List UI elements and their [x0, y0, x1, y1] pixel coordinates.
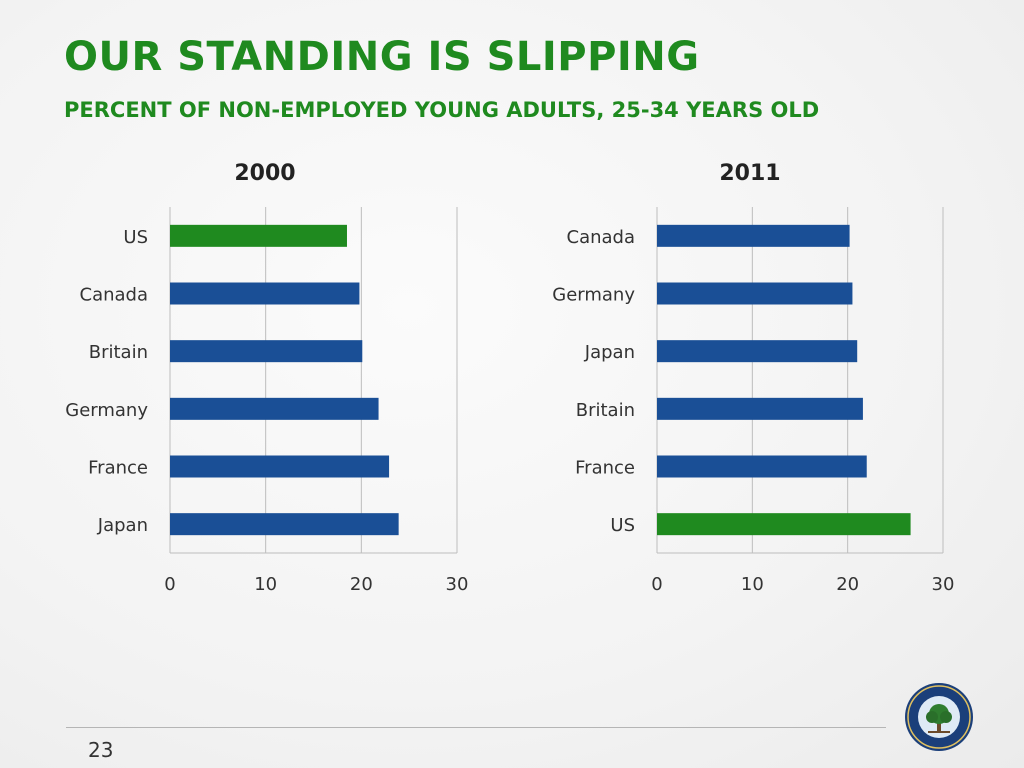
chart-2011-bar-canada [657, 224, 850, 247]
chart-2000-category-label: Germany [65, 400, 148, 421]
chart-2000-category-label: France [88, 458, 148, 479]
chart-2000-bar-germany [170, 397, 379, 420]
chart-2011-category-label: France [575, 458, 635, 479]
slide-subtitle: PERCENT OF NON-EMPLOYED YOUNG ADULTS, 25… [64, 98, 820, 122]
chart-2000-tick-label: 20 [350, 574, 373, 595]
chart-2011-tick-label: 20 [836, 574, 859, 595]
chart-2000-category-label: Canada [80, 285, 149, 306]
chart-2000-bar-us [170, 224, 347, 247]
chart-2000-category-label: Japan [97, 515, 148, 536]
chart-2000-tick-label: 30 [446, 574, 469, 595]
chart-2011-bar-japan [657, 340, 858, 363]
chart-2000-bar-canada [170, 282, 360, 305]
footer-divider [66, 727, 886, 728]
chart-2011-bar-us [657, 513, 911, 536]
department-of-education-seal-icon [904, 682, 974, 752]
chart-2011-category-label: US [610, 515, 635, 536]
chart-2011-category-label: Canada [567, 227, 636, 248]
chart-2011-category-label: Germany [552, 285, 635, 306]
slide-title: OUR STANDING IS SLIPPING [64, 34, 700, 80]
chart-2011-bar-britain [657, 397, 863, 420]
chart-2011-tick-label: 10 [741, 574, 764, 595]
chart-2000-bar-japan [170, 513, 399, 536]
chart-2000-bar-britain [170, 340, 363, 363]
chart-2000-tick-label: 10 [254, 574, 277, 595]
chart-2011-tick-label: 30 [932, 574, 955, 595]
chart-2000-bar-france [170, 455, 390, 478]
chart-2011-title: 2011 [719, 161, 780, 186]
chart-2011-bar-germany [657, 282, 853, 305]
chart-2000-category-label: Britain [89, 342, 148, 363]
chart-2000-tick-label: 0 [164, 574, 175, 595]
chart-2011-bar-france [657, 455, 867, 478]
chart-2000-title: 2000 [234, 161, 295, 186]
chart-2011-tick-label: 0 [651, 574, 662, 595]
chart-2000-category-label: US [123, 227, 148, 248]
chart-2011-category-label: Japan [584, 342, 635, 363]
chart-2011-category-label: Britain [576, 400, 635, 421]
page-number: 23 [88, 738, 114, 762]
charts-area: 2000 0 10 20 30 US Canada Britain Germany France J… [65, 161, 955, 595]
